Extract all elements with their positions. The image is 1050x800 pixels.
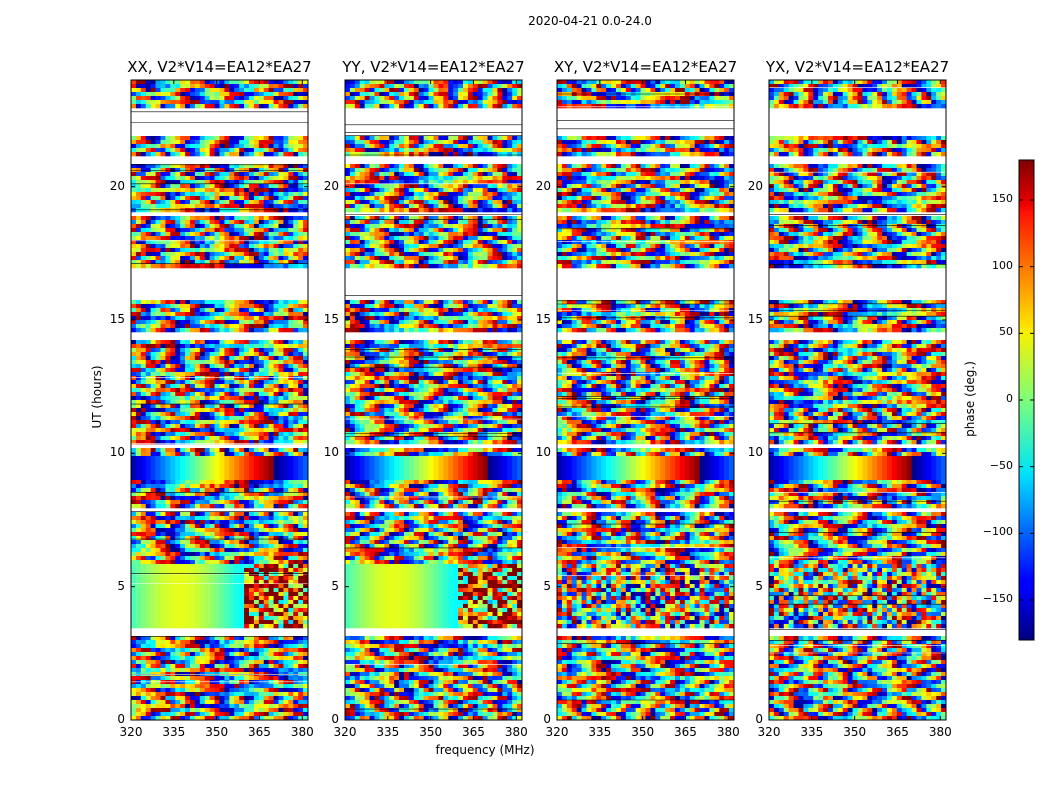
x-tick-label: 335 <box>376 725 400 739</box>
y-tick-label: 20 <box>747 178 763 193</box>
x-tick-label: 335 <box>588 725 612 739</box>
panel-title: XX, V2*V14=EA12*EA27 <box>127 58 312 76</box>
colorbar-tick-label: −150 <box>982 592 1013 605</box>
x-tick-label: 380 <box>504 725 528 739</box>
y-tick-label: 5 <box>117 578 125 593</box>
y-tick-label: 20 <box>109 178 125 193</box>
panel-title: YX, V2*V14=EA12*EA27 <box>765 58 950 76</box>
x-axis-label: frequency (MHz) <box>435 743 535 757</box>
y-tick-label: 10 <box>109 445 125 460</box>
panel-3 <box>556 79 735 721</box>
x-tick-label: 335 <box>800 725 824 739</box>
panel-title: XY, V2*V14=EA12*EA27 <box>553 58 738 76</box>
colorbar-tick-label: −100 <box>982 525 1013 539</box>
panel-frame <box>768 79 947 721</box>
panel-2 <box>344 79 523 721</box>
colorbar <box>1018 159 1035 641</box>
y-tick-label: 0 <box>331 712 339 726</box>
colorbar-label: phase (deg.) <box>963 361 977 437</box>
panel-frame <box>556 79 735 721</box>
y-tick-label: 10 <box>323 445 339 460</box>
panel-4 <box>768 79 947 721</box>
colorbar-tick-label: 50 <box>999 325 1013 339</box>
y-tick-label: 10 <box>747 445 763 460</box>
x-tick-label: 320 <box>333 725 357 739</box>
x-tick-label: 380 <box>928 725 952 739</box>
x-tick-label: 320 <box>545 725 569 739</box>
x-tick-label: 365 <box>886 725 909 739</box>
x-tick-label: 320 <box>757 725 781 739</box>
x-tick-label: 320 <box>119 725 143 739</box>
x-tick-label: 350 <box>419 725 443 739</box>
panel-frame <box>130 79 309 721</box>
y-tick-label: 10 <box>535 445 551 460</box>
figure-title: 2020-04-21 0.0-24.0 <box>528 14 652 28</box>
panel-frame <box>344 79 523 721</box>
x-tick-label: 365 <box>248 725 271 739</box>
colorbar-tick-label: 0 <box>1006 392 1013 405</box>
x-tick-label: 365 <box>462 725 485 739</box>
y-tick-label: 0 <box>543 712 551 726</box>
colorbar-tick-label: 150 <box>992 192 1013 205</box>
x-tick-label: 380 <box>716 725 740 739</box>
x-tick-label: 380 <box>290 725 314 739</box>
y-tick-label: 15 <box>323 312 339 326</box>
x-tick-label: 350 <box>631 725 655 739</box>
y-axis-label: UT (hours) <box>90 365 104 429</box>
y-tick-label: 5 <box>543 578 551 593</box>
x-tick-label: 350 <box>205 725 229 739</box>
x-tick-label: 335 <box>162 725 186 739</box>
y-tick-label: 5 <box>331 578 339 593</box>
y-tick-label: 20 <box>535 178 551 193</box>
y-tick-label: 15 <box>109 312 125 326</box>
colorbar-tick-label: 100 <box>992 258 1013 272</box>
x-tick-label: 350 <box>843 725 867 739</box>
y-tick-label: 15 <box>747 312 763 326</box>
y-tick-label: 20 <box>323 178 339 193</box>
panel-title: YY, V2*V14=EA12*EA27 <box>342 58 525 76</box>
colorbar-tick-label: −50 <box>989 458 1013 472</box>
x-tick-label: 365 <box>674 725 697 739</box>
y-tick-label: 0 <box>117 712 125 726</box>
panel-1 <box>130 79 309 721</box>
y-tick-label: 0 <box>755 712 763 726</box>
y-tick-label: 15 <box>535 312 551 326</box>
y-tick-label: 5 <box>755 578 763 593</box>
